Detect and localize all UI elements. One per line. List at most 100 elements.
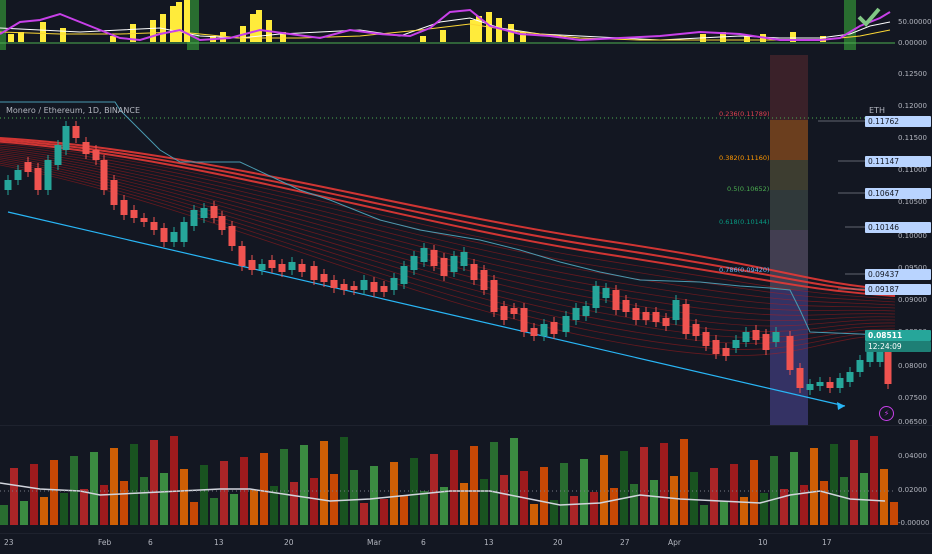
- volume-bar: [150, 440, 158, 525]
- candle: [4, 180, 12, 190]
- price-axis-label: 0.10000: [898, 232, 927, 240]
- candle: [450, 256, 458, 272]
- volume-bar: [530, 504, 538, 525]
- ribbon-line: [0, 140, 896, 297]
- volume-bar: [490, 442, 498, 525]
- price-tag-6[interactable]: 0.09187: [865, 284, 931, 295]
- price-tag-1[interactable]: 0.11762: [865, 116, 931, 127]
- candle: [806, 384, 814, 390]
- volume-bar: [600, 455, 608, 525]
- volume-bar: [730, 464, 738, 525]
- volume-axis-label-1: 0.04000: [898, 452, 927, 460]
- volume-bar: [500, 475, 508, 525]
- volume-bar: [810, 448, 818, 525]
- candlesticks: [4, 121, 892, 395]
- supertrend-line: [0, 101, 896, 337]
- price-tag-5[interactable]: 0.09437: [865, 269, 931, 280]
- volume-bar: [40, 497, 48, 525]
- price-tag-4[interactable]: 0.10146: [865, 222, 931, 233]
- fib-level-4: 0.786(0.09420): [719, 266, 770, 274]
- volume-bar: [800, 485, 808, 525]
- histogram-bar: [176, 2, 182, 42]
- ribbon-line: [0, 143, 896, 300]
- candle: [268, 260, 276, 268]
- volume-bar: [340, 437, 348, 525]
- price-axis-label: 0.08000: [898, 362, 927, 370]
- candle: [562, 316, 570, 332]
- candle: [24, 162, 32, 172]
- volume-bar: [780, 489, 788, 525]
- main-price-chart[interactable]: 0.12500 0.12000 0.11500 0.11000 0.10500 0.100…: [0, 50, 932, 426]
- current-price-tag[interactable]: 0.08511: [865, 330, 931, 341]
- check-icon: [857, 7, 881, 27]
- top-indicator-pane[interactable]: 50.00000 0.00000: [0, 0, 932, 50]
- candle: [652, 312, 660, 322]
- candle: [130, 210, 138, 218]
- candle: [330, 280, 338, 288]
- ribbon-line: [0, 146, 896, 306]
- candle: [796, 368, 804, 388]
- histogram-bar: [8, 34, 14, 42]
- ribbon-line: [0, 159, 896, 338]
- candle: [54, 145, 62, 165]
- volume-bar: [380, 499, 388, 525]
- volume-bar: [310, 478, 318, 525]
- histogram-bar: [470, 20, 476, 42]
- price-tag-3[interactable]: 0.10647: [865, 188, 931, 199]
- ribbon-line: [0, 153, 896, 321]
- histogram-bar: [256, 10, 262, 42]
- histogram-bar: [170, 6, 176, 42]
- top-indicator-chart: 50.00000 0.00000: [0, 0, 931, 50]
- candle: [140, 218, 148, 222]
- ribbon-line: [0, 138, 896, 294]
- histogram-bar: [250, 14, 256, 42]
- ema-ribbon: [0, 137, 896, 356]
- top-histogram: [8, 0, 826, 42]
- candle: [480, 270, 488, 290]
- histogram-bar: [476, 16, 482, 42]
- volume-pane[interactable]: 0.04000 0.02000 -0.00000: [0, 424, 932, 533]
- candle: [72, 126, 80, 138]
- candle: [692, 324, 700, 336]
- top-axis-label-0: 0.00000: [898, 39, 927, 47]
- candle: [34, 168, 42, 190]
- volume-bar: [0, 505, 8, 525]
- histogram-bar: [440, 30, 446, 42]
- volume-bar: [560, 463, 568, 525]
- time-label: 17: [822, 538, 832, 547]
- histogram-bar: [520, 32, 526, 42]
- candle: [540, 324, 548, 336]
- volume-bar: [30, 464, 38, 525]
- volume-bars: [0, 436, 898, 525]
- candle: [582, 306, 590, 316]
- volume-bar: [220, 461, 228, 525]
- candle: [772, 332, 780, 342]
- volume-bar: [720, 501, 728, 525]
- candle: [310, 266, 318, 280]
- time-label: 6: [421, 538, 426, 547]
- volume-bar: [270, 486, 278, 525]
- candle: [170, 232, 178, 242]
- time-axis[interactable]: 23 Feb 6 13 20 Mar 6 13 20 27 Apr 10 17: [0, 532, 932, 550]
- time-label: 20: [284, 538, 294, 547]
- candle: [470, 264, 478, 280]
- candle: [210, 206, 218, 218]
- histogram-bar: [496, 18, 502, 42]
- price-axis-label: 0.12000: [898, 102, 927, 110]
- volume-axis-label-2: 0.02000: [898, 486, 927, 494]
- candle: [258, 264, 266, 270]
- lightning-icon[interactable]: ⚡: [879, 406, 894, 421]
- candle: [592, 286, 600, 308]
- histogram-bar: [508, 24, 514, 42]
- volume-bar: [650, 480, 658, 525]
- price-axis-label: 0.11500: [898, 134, 927, 142]
- candle: [400, 266, 408, 284]
- volume-bar: [290, 482, 298, 525]
- volume-bar: [300, 445, 308, 525]
- time-label: Mar: [367, 538, 382, 547]
- candle: [238, 246, 246, 266]
- volume-bar: [180, 469, 188, 525]
- price-tag-2[interactable]: 0.11147: [865, 156, 931, 167]
- candle: [390, 278, 398, 290]
- price-axis-label: 0.10500: [898, 198, 927, 206]
